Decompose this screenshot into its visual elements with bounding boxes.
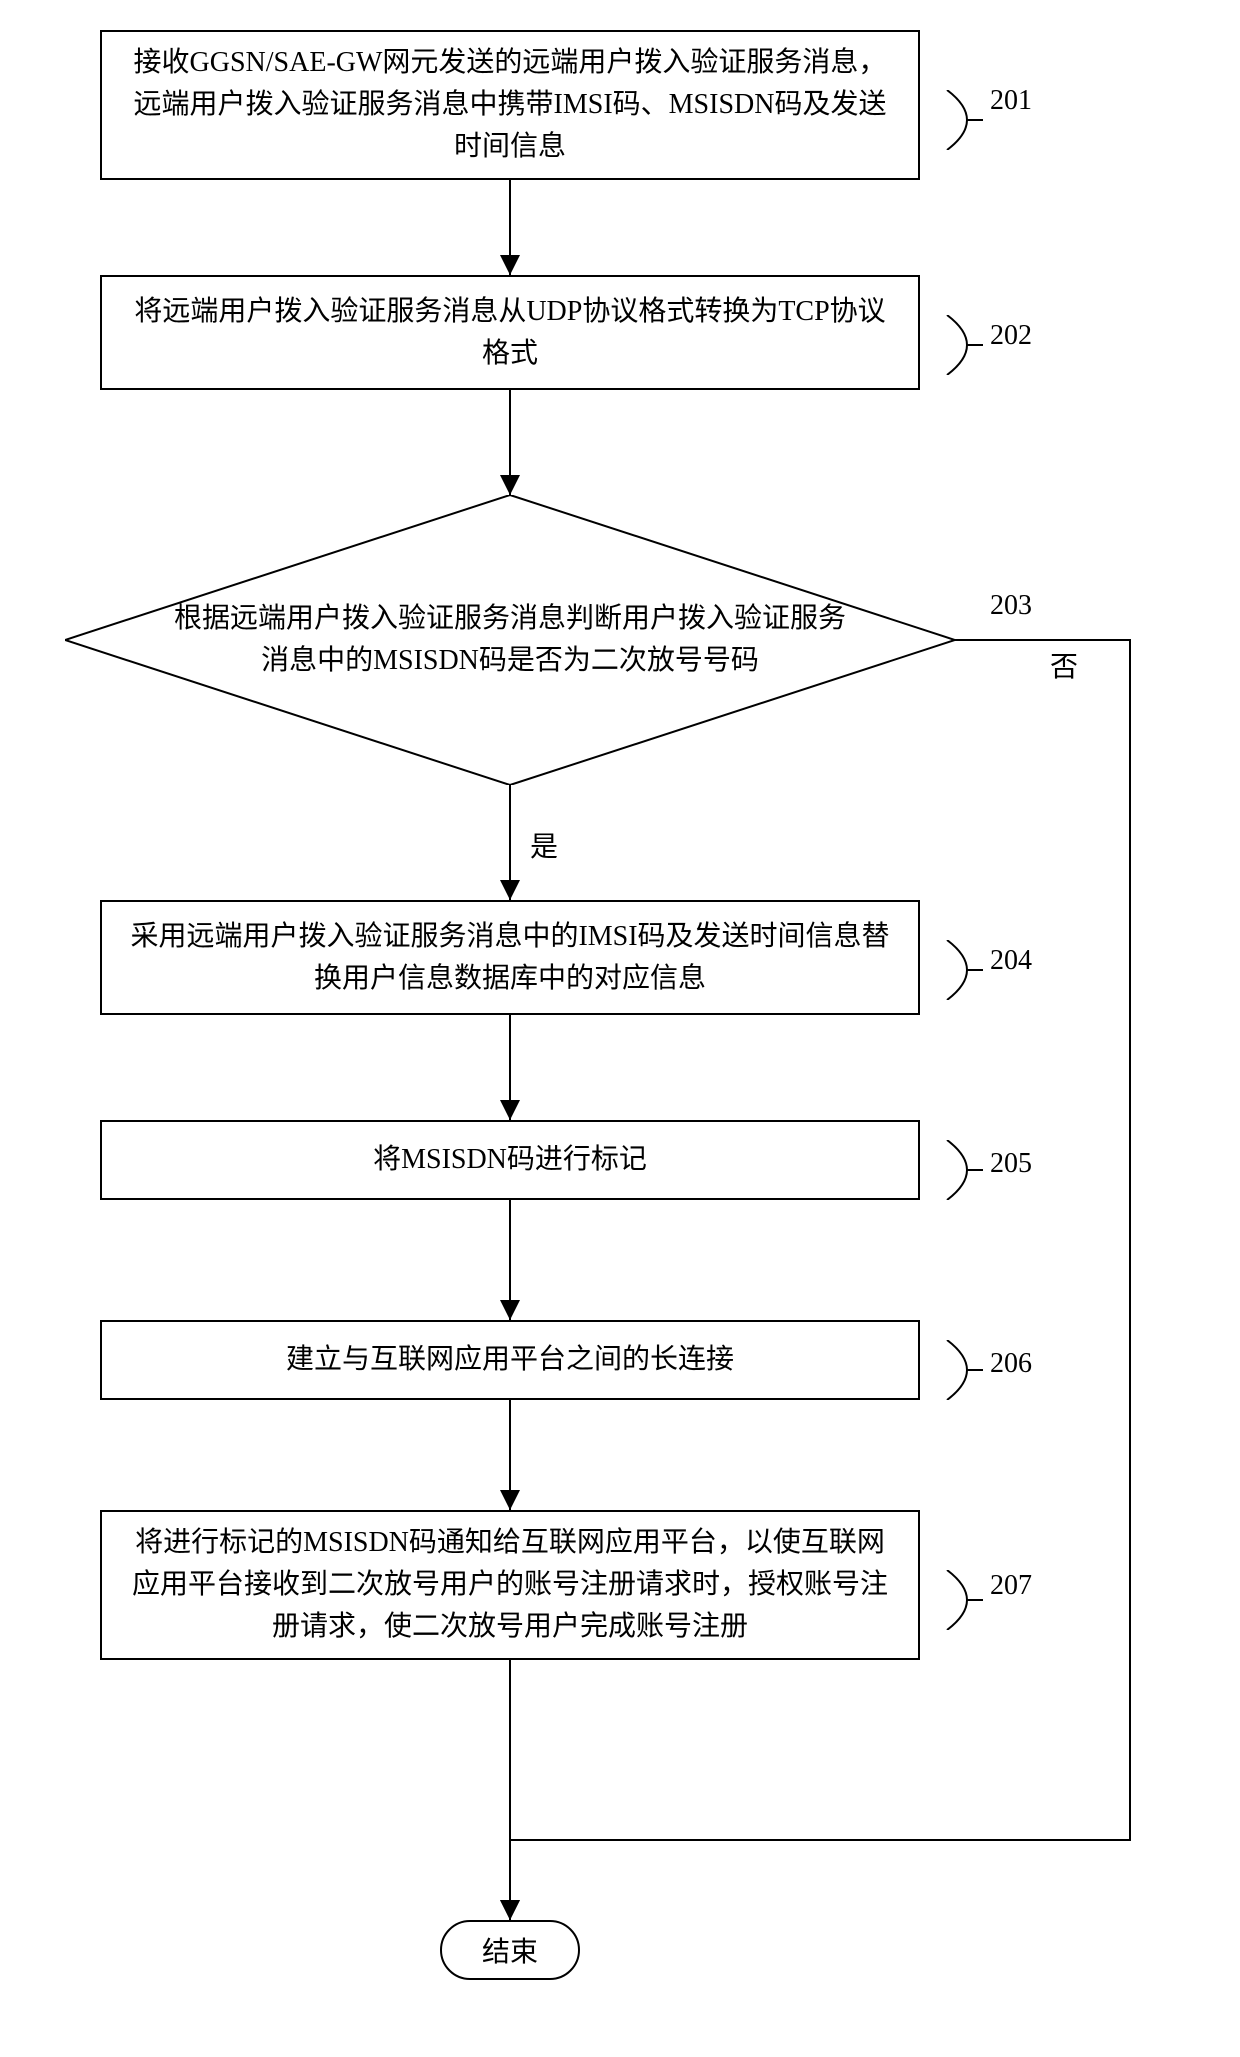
step-label-n201: 201 [990,85,1032,117]
step-label-n203: 203 [990,590,1032,622]
process-n207: 将进行标记的MSISDN码通知给互联网应用平台，以使互联网应用平台接收到二次放号… [100,1510,920,1660]
edge-label-n203-n204: 是 [530,825,558,865]
step-label-n204: 204 [990,945,1032,977]
brace-n201 [945,90,985,159]
decision-text: 根据远端用户拨入验证服务消息判断用户拨入验证服务消息中的MSISDN码是否为二次… [65,495,955,785]
edge-label-n203-end: 否 [1050,645,1078,685]
step-label-n206: 206 [990,1348,1032,1380]
edge-n203-end [510,640,1130,1920]
brace-n205 [945,1140,985,1209]
decision-n203: 根据远端用户拨入验证服务消息判断用户拨入验证服务消息中的MSISDN码是否为二次… [65,495,955,785]
step-label-n202: 202 [990,320,1032,352]
brace-n204 [945,940,985,1009]
brace-n207 [945,1570,985,1639]
process-n206: 建立与互联网应用平台之间的长连接 [100,1320,920,1400]
step-label-n207: 207 [990,1570,1032,1602]
process-n205: 将MSISDN码进行标记 [100,1120,920,1200]
brace-n202 [945,315,985,384]
process-n201: 接收GGSN/SAE-GW网元发送的远端用户拨入验证服务消息，远端用户拨入验证服… [100,30,920,180]
process-n204: 采用远端用户拨入验证服务消息中的IMSI码及发送时间信息替换用户信息数据库中的对… [100,900,920,1015]
terminator-end: 结束 [440,1920,580,1980]
step-label-n205: 205 [990,1148,1032,1180]
brace-n206 [945,1340,985,1409]
flowchart-container: 接收GGSN/SAE-GW网元发送的远端用户拨入验证服务消息，远端用户拨入验证服… [40,30,1200,2027]
process-n202: 将远端用户拨入验证服务消息从UDP协议格式转换为TCP协议格式 [100,275,920,390]
